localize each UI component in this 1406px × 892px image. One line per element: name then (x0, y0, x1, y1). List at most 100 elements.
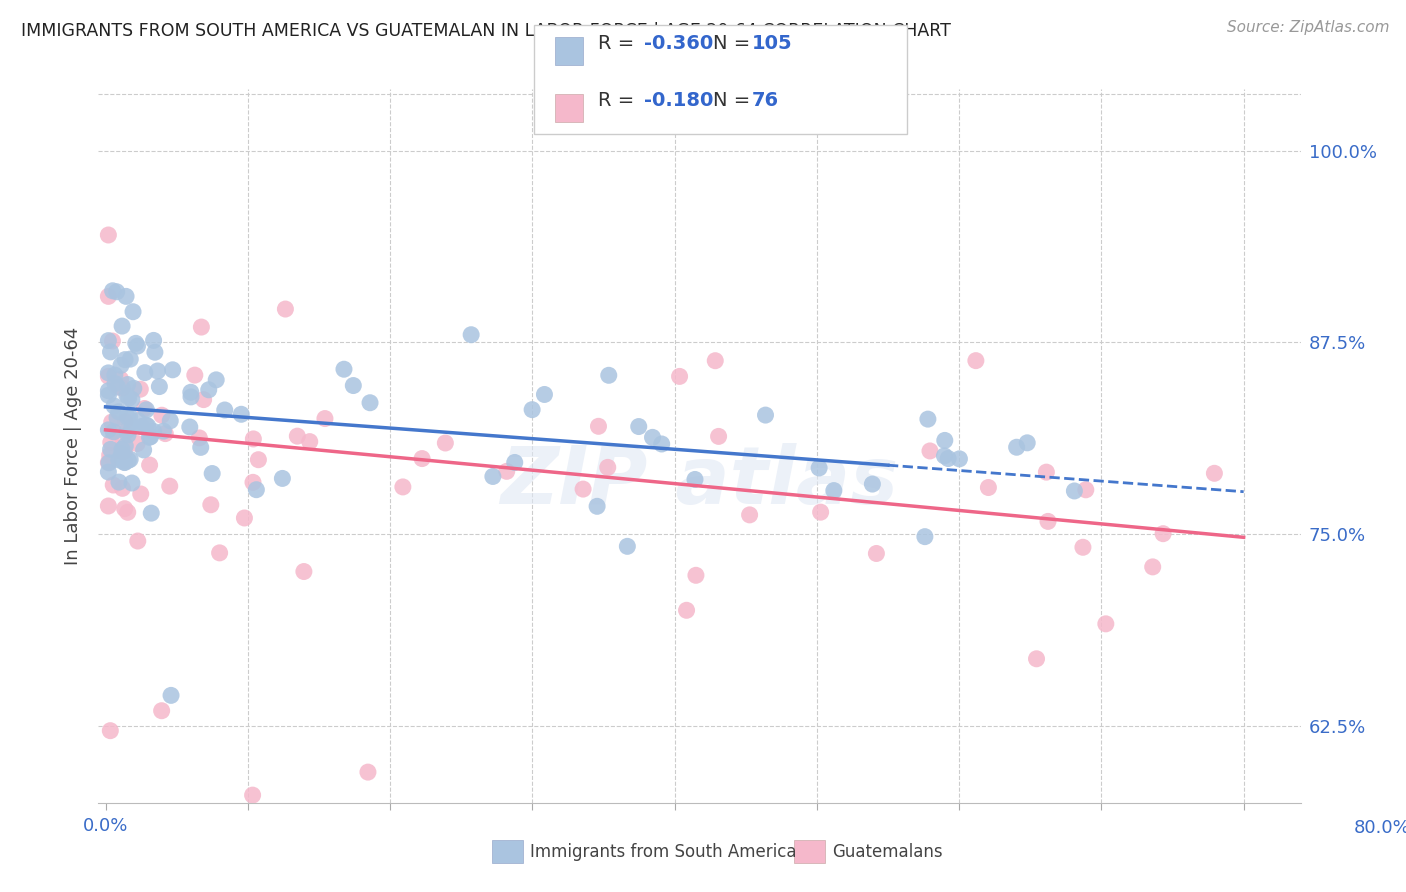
Point (111, 453, 134, 467)
Point (132, 442, 155, 457)
Point (104, 376, 127, 391)
Point (122, 304, 145, 318)
Text: Immigrants from South America: Immigrants from South America (530, 843, 797, 861)
Point (111, 445, 134, 459)
Point (159, 414, 181, 428)
Point (98, 448, 121, 462)
Point (110, 359, 132, 373)
Point (247, 452, 270, 467)
Text: N =: N = (713, 34, 756, 54)
Point (110, 372, 132, 386)
Point (392, 480, 415, 494)
Point (107, 378, 129, 392)
Point (114, 439, 136, 453)
Text: IMMIGRANTS FROM SOUTH AMERICA VS GUATEMALAN IN LABOR FORCE | AGE 20-64 CORRELATI: IMMIGRANTS FROM SOUTH AMERICA VS GUATEMA… (21, 22, 950, 40)
Point (103, 399, 125, 413)
Point (641, 430, 664, 444)
Point (155, 426, 177, 441)
Point (114, 414, 136, 428)
Point (596, 460, 619, 475)
Point (142, 425, 165, 439)
Point (104, 368, 127, 382)
Point (180, 385, 202, 400)
Point (704, 353, 727, 368)
Point (114, 352, 136, 367)
Text: 76: 76 (752, 91, 779, 111)
Point (120, 452, 142, 467)
Point (146, 364, 169, 378)
Point (127, 414, 149, 428)
Point (1025, 652, 1047, 666)
Point (111, 481, 134, 495)
Point (112, 434, 135, 448)
Point (121, 420, 143, 434)
Text: 80.0%: 80.0% (1354, 819, 1406, 837)
Text: Source: ZipAtlas.com: Source: ZipAtlas.com (1226, 20, 1389, 35)
Point (150, 704, 173, 718)
Text: R =: R = (598, 34, 640, 54)
Point (117, 428, 139, 442)
Point (111, 319, 134, 334)
Point (97, 366, 120, 380)
Point (115, 289, 138, 303)
Point (201, 467, 224, 481)
Point (208, 546, 231, 560)
Point (135, 402, 157, 417)
Point (1142, 560, 1164, 574)
Point (97, 384, 120, 398)
Text: N =: N = (713, 91, 756, 111)
Point (97, 465, 120, 479)
Point (97, 334, 120, 348)
Point (122, 381, 145, 395)
Point (97, 455, 120, 469)
Point (190, 320, 212, 334)
Point (111, 447, 134, 461)
Point (136, 419, 159, 434)
Point (97, 289, 120, 303)
Point (1005, 440, 1028, 454)
Point (685, 568, 707, 582)
Point (298, 434, 321, 449)
Point (135, 417, 157, 432)
Point (117, 391, 139, 405)
Point (242, 432, 264, 446)
Point (359, 396, 381, 410)
Point (160, 689, 183, 703)
Point (917, 412, 939, 426)
Point (159, 479, 181, 493)
Point (460, 327, 482, 342)
Point (184, 368, 207, 383)
Point (148, 379, 170, 393)
Point (860, 477, 883, 491)
Point (231, 407, 253, 421)
Point (127, 436, 149, 450)
Point (598, 368, 620, 383)
Point (111, 442, 134, 457)
Point (810, 505, 832, 519)
Point (139, 429, 162, 443)
Point (97, 227, 120, 242)
Y-axis label: In Labor Force | Age 20-64: In Labor Force | Age 20-64 (65, 326, 83, 566)
Point (117, 377, 139, 392)
Point (1074, 483, 1097, 497)
Point (754, 408, 776, 422)
Point (651, 437, 673, 451)
Point (200, 498, 222, 512)
Point (142, 334, 165, 348)
Point (115, 424, 138, 438)
Point (127, 339, 149, 353)
Point (114, 501, 136, 516)
Point (205, 373, 228, 387)
Point (233, 511, 256, 525)
Point (103, 425, 125, 439)
Point (914, 530, 936, 544)
Point (131, 419, 153, 434)
Text: ZIP atlas: ZIP atlas (501, 442, 898, 521)
Point (180, 390, 202, 404)
Point (977, 481, 1000, 495)
Point (97, 423, 120, 437)
Point (107, 380, 129, 394)
Text: -0.180: -0.180 (644, 91, 713, 111)
Point (242, 788, 264, 802)
Point (97, 369, 120, 384)
